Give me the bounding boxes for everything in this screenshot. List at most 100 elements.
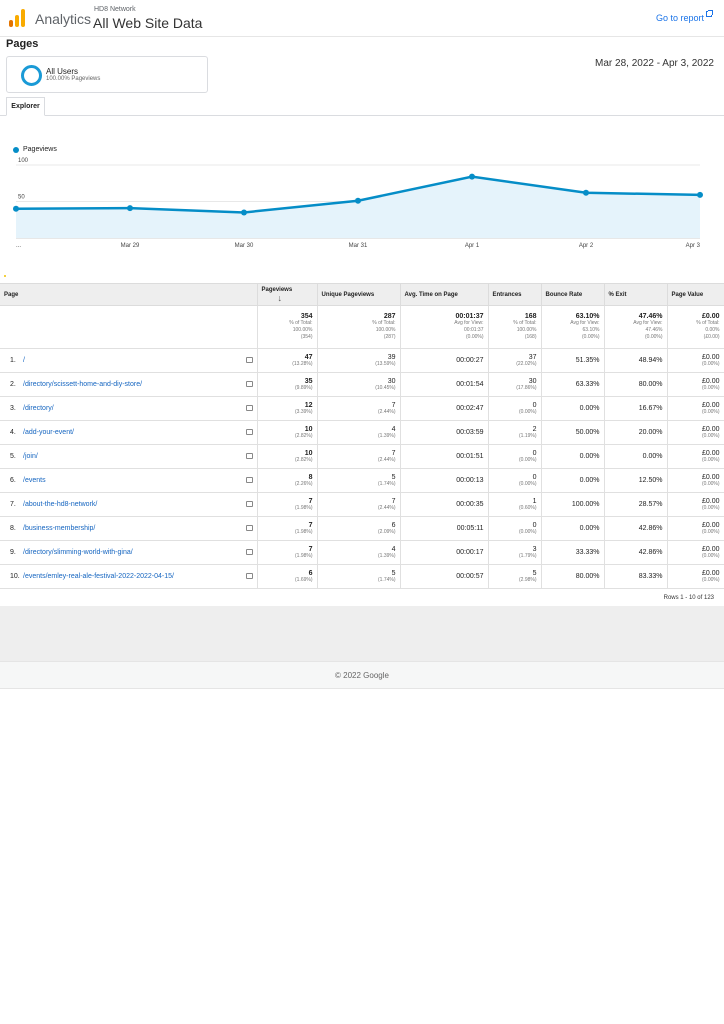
entrances-cell: 0 (0.00%) [488, 396, 542, 421]
avg-time-cell: 00:01:54 [400, 372, 489, 397]
bounce-rate-cell: 0.00% [541, 396, 605, 421]
analytics-logo-icon[interactable] [9, 9, 25, 27]
open-page-icon[interactable] [245, 525, 253, 531]
bounce-rate-cell: 63.33% [541, 372, 605, 397]
avg-time-value: 00:03:59 [456, 429, 484, 436]
totals-row: 354% of Total: 100.00% (354) 287% of Total:… [0, 305, 724, 349]
bounce-rate-cell: 50.00% [541, 420, 605, 445]
avg-time-cell: 00:03:59 [400, 420, 489, 445]
page-value-cell: £0.00 (0.00%) [667, 444, 724, 469]
page-value-cell: £0.00 (0.00%) [667, 468, 724, 493]
totals-cell: 63.10% Avg for View: 63.10% (0.00%) [541, 305, 605, 349]
open-page-icon[interactable] [245, 477, 253, 483]
avg-time-cell: 00:02:47 [400, 396, 489, 421]
page-link[interactable]: /events/emley-real-ale-festival-2022-202… [23, 573, 174, 580]
open-page-icon[interactable] [245, 573, 253, 579]
page-link[interactable]: /directory/ [23, 405, 54, 412]
page-value-value: £0.00 [701, 546, 720, 553]
page-value-percent: (0.00%) [701, 385, 720, 391]
page-link[interactable]: /directory/slimming-world-with-gina/ [23, 549, 133, 556]
pageviews-chart[interactable]: 100 50... Mar 29 Mar 30 Mar 31 Apr 1 Apr 2 Apr … [0, 140, 724, 255]
x-tick-label: Mar 31 [349, 243, 368, 249]
page-link[interactable]: /join/ [23, 453, 38, 460]
exit-value: 42.86% [638, 525, 663, 532]
open-page-icon[interactable] [245, 453, 253, 459]
pageviews-cell: 7 (1.98%) [257, 540, 318, 565]
row-index: 9. [10, 549, 16, 556]
pageviews-cell: 7 (1.98%) [257, 492, 318, 517]
open-page-icon[interactable] [245, 549, 253, 555]
column-header-exit[interactable]: % Exit [604, 283, 668, 306]
totals-value: 47.46% [638, 313, 663, 320]
entrances-value: 0 [532, 450, 537, 457]
page-link[interactable]: /add-your-event/ [23, 429, 74, 436]
legend-label[interactable]: Pageviews [23, 146, 57, 153]
page-cell: 6. /events [0, 468, 258, 493]
column-header-bounce-rate[interactable]: Bounce Rate [541, 283, 605, 306]
bounce-rate-value: 63.33% [575, 381, 600, 388]
sort-down-icon[interactable]: ↓ [277, 292, 283, 303]
open-page-icon[interactable] [245, 429, 253, 435]
column-header-avg-time[interactable]: Avg. Time on Page [400, 283, 489, 306]
external-link-icon[interactable] [706, 10, 713, 17]
column-header-unique-pageviews[interactable]: Unique Pageviews [317, 283, 401, 306]
exit-value: 16.67% [638, 405, 663, 412]
column-header-page-value[interactable]: Page Value [667, 283, 724, 306]
page-cell: 4. /add-your-event/ [0, 420, 258, 445]
entrances-value: 37 [528, 354, 537, 361]
x-tick-label: ... [16, 243, 21, 249]
unique-pageviews-value: 7 [391, 498, 396, 505]
entrances-cell: 0 (0.00%) [488, 468, 542, 493]
page-value-percent: (0.00%) [701, 361, 720, 367]
avg-time-value: 00:00:35 [456, 501, 484, 508]
open-page-icon[interactable] [245, 357, 253, 363]
open-page-icon[interactable] [245, 501, 253, 507]
page-link[interactable]: / [23, 357, 25, 364]
series-area [16, 176, 700, 238]
tab-explorer[interactable]: Explorer [6, 97, 45, 116]
brand-name[interactable]: Analytics [35, 11, 92, 27]
view-selector[interactable]: All Web Site Data [93, 15, 203, 31]
table-row: 9. /directory/slimming-world-with-gina/7(… [0, 540, 724, 565]
pageviews-cell: 35 (9.89%) [257, 372, 318, 397]
bounce-rate-value: 0.00% [579, 405, 600, 412]
page-link[interactable]: /directory/scissett-home-and-diy-store/ [23, 381, 143, 388]
page-link[interactable]: /events [23, 477, 46, 484]
pageviews-percent: (13.28%) [292, 361, 313, 367]
page-title: Pages [6, 38, 39, 50]
page-cell: 8. /business-membership/ [0, 516, 258, 541]
table-row: 5./join/10 (2.82%) 7 (2.44%) 00:01:51 0 (0.00%… [0, 444, 724, 469]
bounce-rate-value: 0.00% [579, 525, 600, 532]
unique-pageviews-value: 4 [391, 426, 396, 433]
entrances-percent: (2.98%) [518, 577, 537, 583]
unique-pageviews-value: 5 [391, 570, 396, 577]
x-tick-label: Mar 29 [121, 243, 140, 249]
unique-pageviews-percent: (1.39%) [377, 553, 396, 559]
table-row: 8./business-membership/7 (1.98%) 6 (2.09%) 0… [0, 516, 724, 541]
entrances-percent: (1.19%) [518, 433, 537, 439]
column-header-pageviews[interactable]: Pageviews↓ [257, 283, 318, 306]
page-link[interactable]: /business-membership/ [23, 525, 96, 532]
bounce-rate-cell: 80.00% [541, 564, 605, 589]
entrances-value: 3 [532, 546, 537, 553]
go-to-report-link[interactable]: Go to report [655, 13, 704, 23]
exit-cell: 0.00% [604, 444, 668, 469]
exit-cell: 16.67% [604, 396, 668, 421]
unique-pageviews-percent: (2.09%) [377, 529, 396, 535]
page-value-percent: (0.00%) [701, 409, 720, 415]
segment-card[interactable]: All Users 100.00% Pageviews [6, 56, 208, 93]
open-page-icon[interactable] [245, 405, 253, 411]
column-header-entrances[interactable]: Entrances [488, 283, 542, 306]
page-link[interactable]: /about-the-hd8-network/ [23, 501, 98, 508]
unique-pageviews-value: 39 [387, 354, 396, 361]
date-range-picker[interactable]: Mar 28, 2022 - Apr 3, 2022 [595, 58, 714, 69]
pageviews-value: 10 [304, 426, 313, 433]
column-header-page[interactable]: Page [0, 283, 258, 306]
exit-cell: 83.33% [604, 564, 668, 589]
open-page-icon[interactable] [245, 381, 253, 387]
account-name[interactable]: HD8 Network [94, 6, 136, 13]
entrances-value: 0 [532, 522, 537, 529]
unique-pageviews-percent: (2.44%) [377, 505, 396, 511]
unique-pageviews-cell: 4 (1.39%) [317, 420, 401, 445]
page-cell: 7. /about-the-hd8-network/ [0, 492, 258, 517]
